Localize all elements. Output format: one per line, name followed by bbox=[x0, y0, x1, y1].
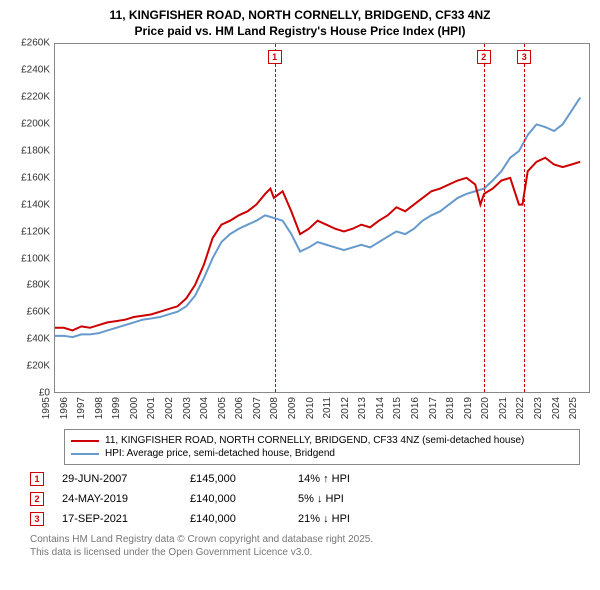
sale-row-marker: 2 bbox=[30, 492, 44, 506]
sale-row-date: 17-SEP-2021 bbox=[62, 513, 172, 525]
legend-label: 11, KINGFISHER ROAD, NORTH CORNELLY, BRI… bbox=[105, 435, 524, 446]
sale-row-date: 29-JUN-2007 bbox=[62, 473, 172, 485]
title-line-2: Price paid vs. HM Land Registry's House … bbox=[10, 24, 590, 40]
y-tick-label: £200K bbox=[10, 118, 50, 129]
sale-row-date: 24-MAY-2019 bbox=[62, 493, 172, 505]
title-line-1: 11, KINGFISHER ROAD, NORTH CORNELLY, BRI… bbox=[10, 8, 590, 24]
sales-table: 1 29-JUN-2007 £145,000 14% ↑ HPI 2 24-MAY-201… bbox=[30, 469, 580, 529]
y-tick-label: £40K bbox=[10, 334, 50, 345]
sale-row: 3 17-SEP-2021 £140,000 21% ↓ HPI bbox=[30, 509, 580, 529]
legend-swatch bbox=[71, 453, 99, 455]
sale-marker-line bbox=[484, 44, 485, 392]
line-svg bbox=[55, 44, 589, 392]
sale-marker-box: 1 bbox=[268, 50, 282, 64]
y-tick-label: £140K bbox=[10, 199, 50, 210]
chart-title: 11, KINGFISHER ROAD, NORTH CORNELLY, BRI… bbox=[10, 8, 590, 39]
sale-row-delta: 5% ↓ HPI bbox=[298, 493, 398, 505]
sale-row-price: £140,000 bbox=[190, 513, 280, 525]
sale-row: 1 29-JUN-2007 £145,000 14% ↑ HPI bbox=[30, 469, 580, 489]
sale-marker-line bbox=[524, 44, 525, 392]
y-tick-label: £260K bbox=[10, 38, 50, 49]
plot-region: 1 2 3 bbox=[54, 43, 590, 393]
footer-line-1: Contains HM Land Registry data © Crown c… bbox=[30, 533, 580, 546]
sale-row-price: £140,000 bbox=[190, 493, 280, 505]
legend-item: HPI: Average price, semi-detached house,… bbox=[71, 447, 573, 460]
sale-row-price: £145,000 bbox=[190, 473, 280, 485]
y-tick-label: £80K bbox=[10, 280, 50, 291]
legend-swatch bbox=[71, 440, 99, 442]
sale-marker-box: 3 bbox=[517, 50, 531, 64]
y-tick-label: £20K bbox=[10, 361, 50, 372]
x-tick-label: 2025 bbox=[568, 397, 594, 419]
chart-container: 11, KINGFISHER ROAD, NORTH CORNELLY, BRI… bbox=[0, 0, 600, 590]
sale-row-delta: 14% ↑ HPI bbox=[298, 473, 398, 485]
footer-line-2: This data is licensed under the Open Gov… bbox=[30, 546, 580, 559]
price-paid-line bbox=[55, 158, 580, 331]
y-tick-label: £120K bbox=[10, 226, 50, 237]
footer-attribution: Contains HM Land Registry data © Crown c… bbox=[30, 533, 580, 559]
sale-row: 2 24-MAY-2019 £140,000 5% ↓ HPI bbox=[30, 489, 580, 509]
legend-label: HPI: Average price, semi-detached house,… bbox=[105, 448, 335, 459]
legend: 11, KINGFISHER ROAD, NORTH CORNELLY, BRI… bbox=[64, 429, 580, 465]
sale-row-marker: 3 bbox=[30, 512, 44, 526]
y-tick-label: £180K bbox=[10, 145, 50, 156]
y-tick-label: £100K bbox=[10, 253, 50, 264]
y-tick-label: £160K bbox=[10, 172, 50, 183]
chart-area: £0£20K£40K£60K£80K£100K£120K£140K£160K£1… bbox=[10, 43, 590, 423]
sale-row-delta: 21% ↓ HPI bbox=[298, 513, 398, 525]
y-tick-label: £60K bbox=[10, 307, 50, 318]
y-tick-label: £240K bbox=[10, 65, 50, 76]
sale-marker-line bbox=[275, 44, 276, 392]
sale-row-marker: 1 bbox=[30, 472, 44, 486]
y-tick-label: £220K bbox=[10, 92, 50, 103]
legend-item: 11, KINGFISHER ROAD, NORTH CORNELLY, BRI… bbox=[71, 434, 573, 447]
hpi-line bbox=[55, 98, 580, 338]
sale-marker-box: 2 bbox=[477, 50, 491, 64]
